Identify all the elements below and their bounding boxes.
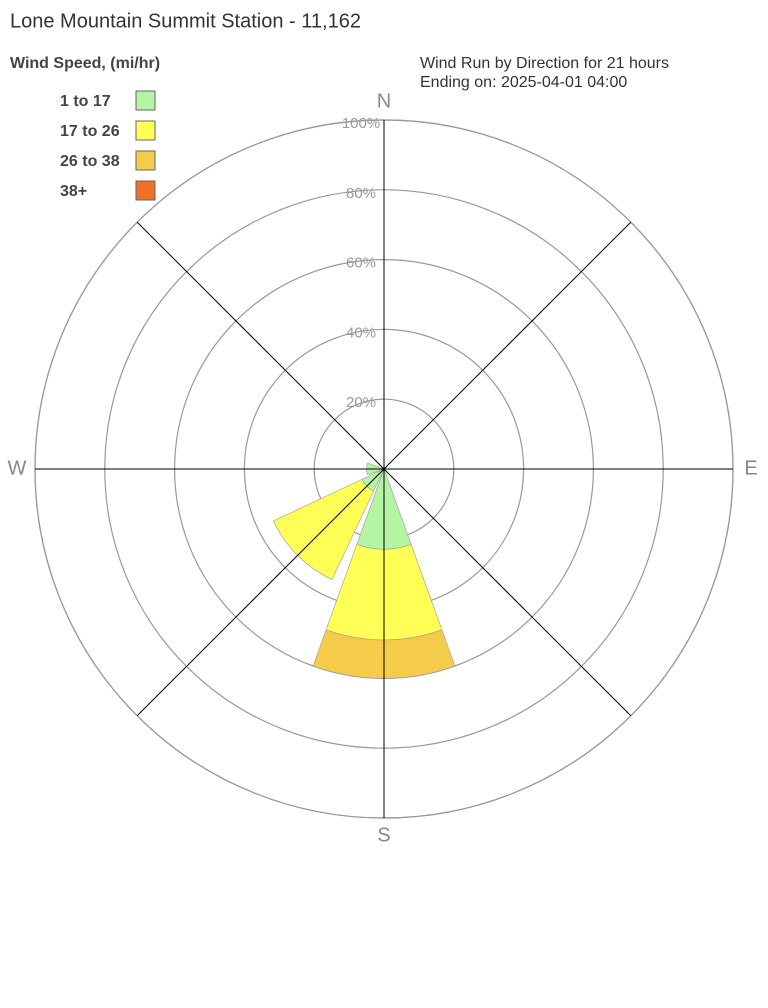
- direction-label: N: [377, 90, 391, 112]
- legend-swatch: [135, 180, 156, 201]
- r-tick-label: 40%: [346, 324, 376, 341]
- spoke: [383, 221, 632, 470]
- chart-title: Lone Mountain Summit Station - 11,162: [10, 10, 361, 32]
- r-tick-label: 20%: [346, 394, 376, 411]
- legend-label: 17 to 26: [60, 123, 120, 140]
- direction-label: W: [8, 457, 27, 479]
- r-tick-label: 100%: [342, 115, 380, 132]
- legend-label: 1 to 17: [60, 93, 111, 110]
- legend-swatch: [135, 90, 156, 111]
- legend-title: Wind Speed, (mi/hr): [10, 55, 160, 72]
- spoke: [383, 468, 632, 717]
- subtitle: Ending on: 2025-04-01 04:00: [420, 74, 627, 91]
- direction-label: E: [744, 457, 757, 479]
- spoke: [136, 221, 385, 470]
- direction-label: S: [377, 824, 390, 846]
- spoke: [136, 468, 385, 717]
- legend-swatch: [135, 120, 156, 141]
- legend-label: 26 to 38: [60, 153, 120, 170]
- r-tick-label: 60%: [346, 255, 376, 272]
- r-tick-label: 80%: [346, 185, 376, 202]
- legend-swatch: [135, 150, 156, 171]
- subtitle: Wind Run by Direction for 21 hours: [420, 55, 669, 72]
- legend-label: 38+: [60, 183, 87, 200]
